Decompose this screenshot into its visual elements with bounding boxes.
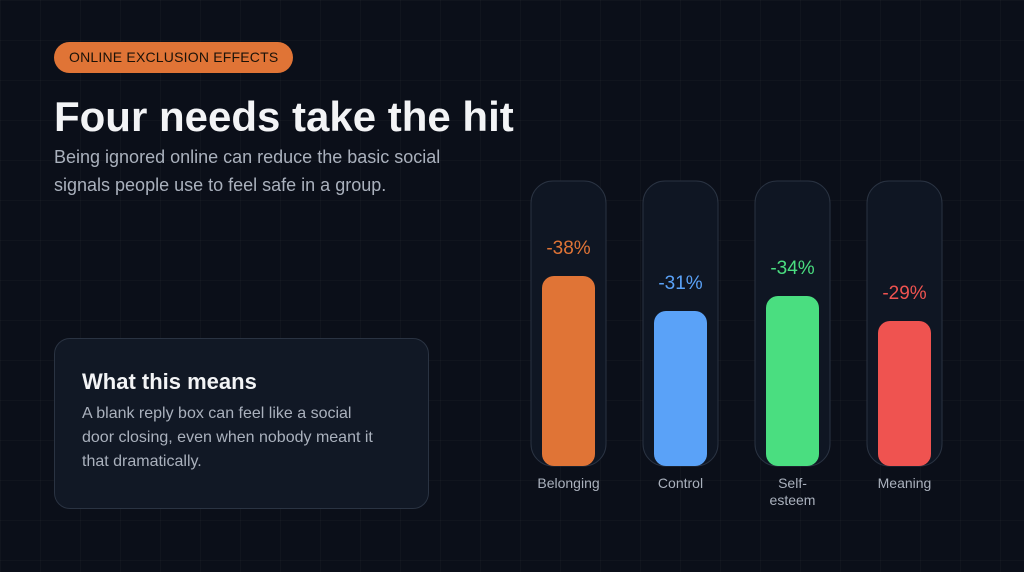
value-label-control: -31% [658, 273, 702, 294]
page-subtitle: Being ignored online can reduce the basi… [54, 147, 441, 195]
bar-self-esteem [766, 296, 819, 466]
bar-meaning [878, 321, 931, 466]
section-tag: ONLINE EXCLUSION EFFECTS [54, 42, 294, 73]
bar-belonging [542, 276, 595, 466]
value-label-meaning: -29% [882, 283, 926, 304]
value-label-self-esteem: -34% [770, 258, 814, 279]
category-label-self-esteem: Self-esteem [770, 475, 816, 508]
insight-card-body: A blank reply box can feel like a social… [82, 405, 373, 470]
value-label-belonging: -38% [546, 238, 590, 259]
category-label-meaning: Meaning [878, 475, 932, 491]
page-title: Four needs take the hit [54, 93, 514, 140]
category-label-control: Control [658, 475, 703, 491]
bar-control [654, 311, 707, 466]
insight-card: What this means A blank reply box can fe… [54, 338, 429, 509]
insight-card-title: What this means [82, 369, 257, 394]
category-label-belonging: Belonging [537, 475, 599, 491]
